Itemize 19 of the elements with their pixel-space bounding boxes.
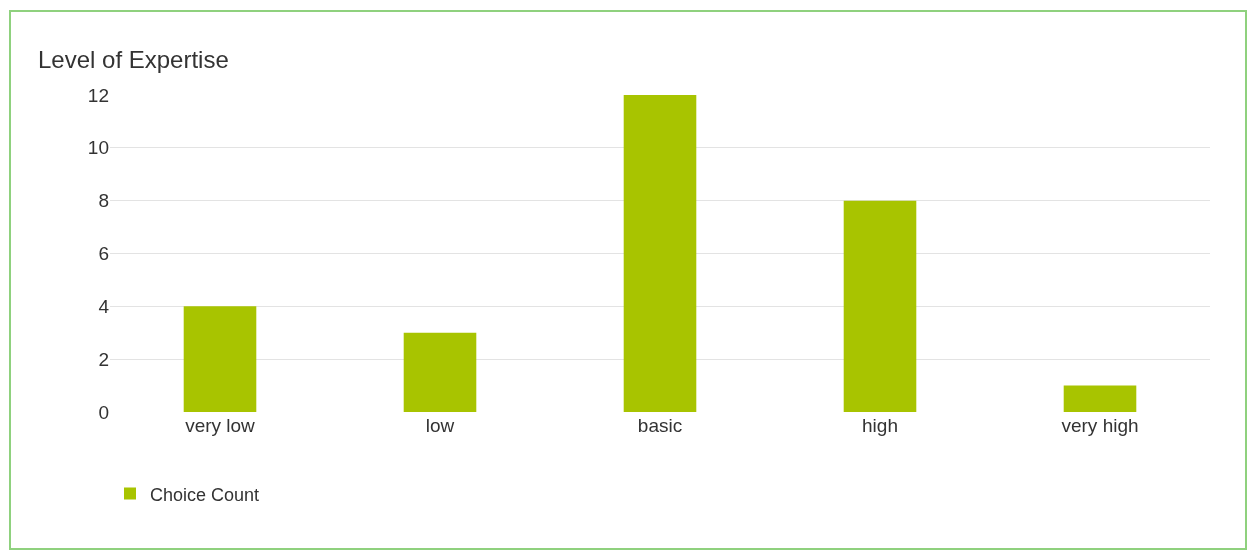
x-tick-label: basic — [637, 415, 683, 436]
bar — [183, 306, 257, 412]
y-tick-label: 12 — [87, 84, 109, 106]
bar — [1063, 385, 1137, 412]
y-tick-label: 10 — [87, 137, 109, 159]
legend-label: Choice Count — [150, 484, 260, 505]
x-tick-label: very high — [1061, 415, 1139, 436]
bar — [403, 332, 477, 412]
chart-title: Level of Expertise — [38, 46, 229, 74]
y-tick-label: 8 — [98, 190, 109, 212]
bar — [623, 95, 697, 412]
x-tick-label: high — [862, 415, 898, 436]
x-tick-label: very low — [185, 415, 256, 436]
y-tick-label: 2 — [98, 348, 109, 370]
y-tick-label: 6 — [98, 243, 109, 265]
bar — [843, 200, 917, 412]
x-tick-label: low — [425, 415, 455, 436]
y-tick-label: 0 — [98, 401, 109, 423]
y-tick-label: 4 — [98, 295, 110, 317]
